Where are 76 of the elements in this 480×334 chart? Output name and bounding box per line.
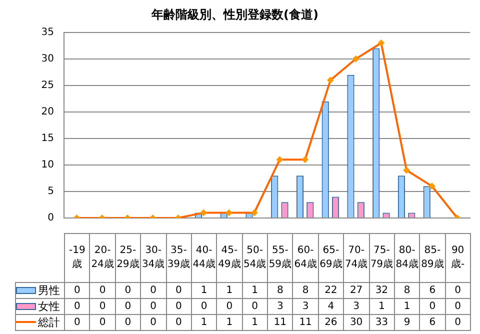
data-label: 0 <box>140 282 166 298</box>
data-label: 0 <box>115 282 141 298</box>
data-label: 0 <box>216 298 242 314</box>
x-tick-label: 70-74歳 <box>344 234 369 282</box>
data-label: 0 <box>90 314 116 330</box>
data-label: 1 <box>242 314 268 330</box>
y-tick-label: 20 <box>41 106 54 118</box>
data-label: 1 <box>191 282 217 298</box>
data-label: 0 <box>445 314 470 330</box>
legend-label: 総計 <box>38 316 60 328</box>
x-tick-label: 20-24歳 <box>90 234 116 282</box>
data-label: 11 <box>292 314 318 330</box>
y-tick-label: 0 <box>48 212 54 224</box>
data-label: 11 <box>268 314 293 330</box>
data-label: 22 <box>318 282 344 298</box>
data-label: 1 <box>191 314 217 330</box>
y-tick-label: 30 <box>41 54 54 65</box>
x-tick-label: 45-49歳 <box>216 234 242 282</box>
data-label: 4 <box>318 298 344 314</box>
data-label: 0 <box>90 298 116 314</box>
x-tick-label: 50-54歳 <box>242 234 268 282</box>
data-label: 0 <box>115 314 141 330</box>
x-tick-label: 85-89歳 <box>420 234 446 282</box>
data-label: 0 <box>140 314 166 330</box>
data-label: 0 <box>445 282 470 298</box>
data-label: 0 <box>191 298 217 314</box>
data-label: 8 <box>292 282 318 298</box>
data-label: 0 <box>64 282 90 298</box>
data-label: 0 <box>64 314 90 330</box>
y-tick-label: 10 <box>41 160 54 171</box>
data-label: 1 <box>216 282 242 298</box>
data-label: 1 <box>369 298 394 314</box>
data-label: 32 <box>369 282 394 298</box>
data-label: 0 <box>166 298 192 314</box>
data-label: 1 <box>394 298 420 314</box>
y-tick-label: 25 <box>41 80 54 92</box>
data-label: 8 <box>268 282 293 298</box>
x-tick-label: 60-64歳 <box>292 234 318 282</box>
data-label: 26 <box>318 314 344 330</box>
data-label: 33 <box>369 314 394 330</box>
data-label: 9 <box>394 314 420 330</box>
data-label: 0 <box>166 314 192 330</box>
x-tick-label: 75-79歳 <box>369 234 394 282</box>
legend-label: 男性 <box>38 284 60 296</box>
data-label: 0 <box>140 298 166 314</box>
data-label: 1 <box>242 282 268 298</box>
legend-label: 女性 <box>38 300 60 312</box>
x-tick-label: 35-39歳 <box>166 234 192 282</box>
x-tick-label: 30-34歳 <box>140 234 166 282</box>
data-label: 3 <box>344 298 369 314</box>
data-label: 0 <box>166 282 192 298</box>
data-label: 30 <box>344 314 369 330</box>
data-label: 0 <box>242 298 268 314</box>
x-tick-label: 25-29歳 <box>115 234 141 282</box>
data-label: 6 <box>420 314 446 330</box>
x-tick-label: 40-44歳 <box>191 234 217 282</box>
y-tick-label: 5 <box>48 186 54 198</box>
data-label: 0 <box>420 298 446 314</box>
data-label: 0 <box>90 282 116 298</box>
x-tick-label: 80-84歳 <box>394 234 420 282</box>
data-label: 8 <box>394 282 420 298</box>
x-tick-label: 65-69歳 <box>318 234 344 282</box>
data-label: 27 <box>344 282 369 298</box>
x-tick-label: -19歳 <box>64 234 90 282</box>
chart-title: 年齢階級別、性別登録数(食道) <box>150 7 318 22</box>
data-label: 0 <box>64 298 90 314</box>
data-label: 1 <box>216 314 242 330</box>
data-label: 3 <box>292 298 318 314</box>
data-label: 0 <box>445 298 470 314</box>
data-label: 3 <box>268 298 293 314</box>
x-tick-label: 55-59歳 <box>268 234 293 282</box>
y-tick-label: 35 <box>41 26 54 38</box>
data-label: 0 <box>115 298 141 314</box>
y-tick-label: 15 <box>41 133 54 144</box>
x-tick-label: 90歳- <box>445 234 470 282</box>
data-label: 6 <box>420 282 446 298</box>
